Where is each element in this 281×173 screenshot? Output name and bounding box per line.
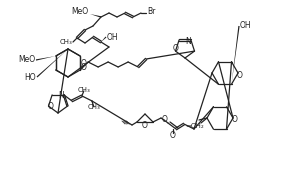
Text: O: O [80,63,86,72]
Text: N: N [185,37,191,46]
Text: O: O [170,130,176,139]
Text: Br: Br [147,7,155,16]
Polygon shape [232,26,240,84]
Text: CH₃: CH₃ [87,104,100,110]
Text: MeO: MeO [18,56,35,65]
Text: O: O [47,102,53,111]
Text: CH₃: CH₃ [59,39,72,45]
Text: CH₃: CH₃ [78,87,90,93]
Text: OH: OH [107,33,119,42]
Polygon shape [37,49,68,78]
Text: OH: OH [240,20,251,30]
Text: O: O [173,44,178,53]
Text: O: O [80,58,86,67]
Polygon shape [101,37,106,42]
Text: MeO: MeO [71,7,88,16]
Text: O: O [142,121,148,130]
Text: O: O [232,116,238,125]
Text: =CH₂: =CH₂ [186,123,204,129]
Text: N: N [58,91,64,100]
Text: O: O [237,71,243,80]
Text: O: O [162,116,168,125]
Polygon shape [90,14,101,18]
Text: HO: HO [24,74,36,83]
Polygon shape [36,56,56,61]
